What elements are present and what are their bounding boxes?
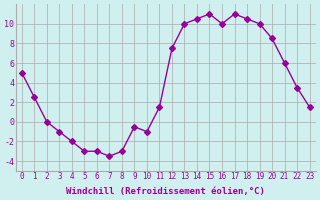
X-axis label: Windchill (Refroidissement éolien,°C): Windchill (Refroidissement éolien,°C)	[66, 187, 265, 196]
